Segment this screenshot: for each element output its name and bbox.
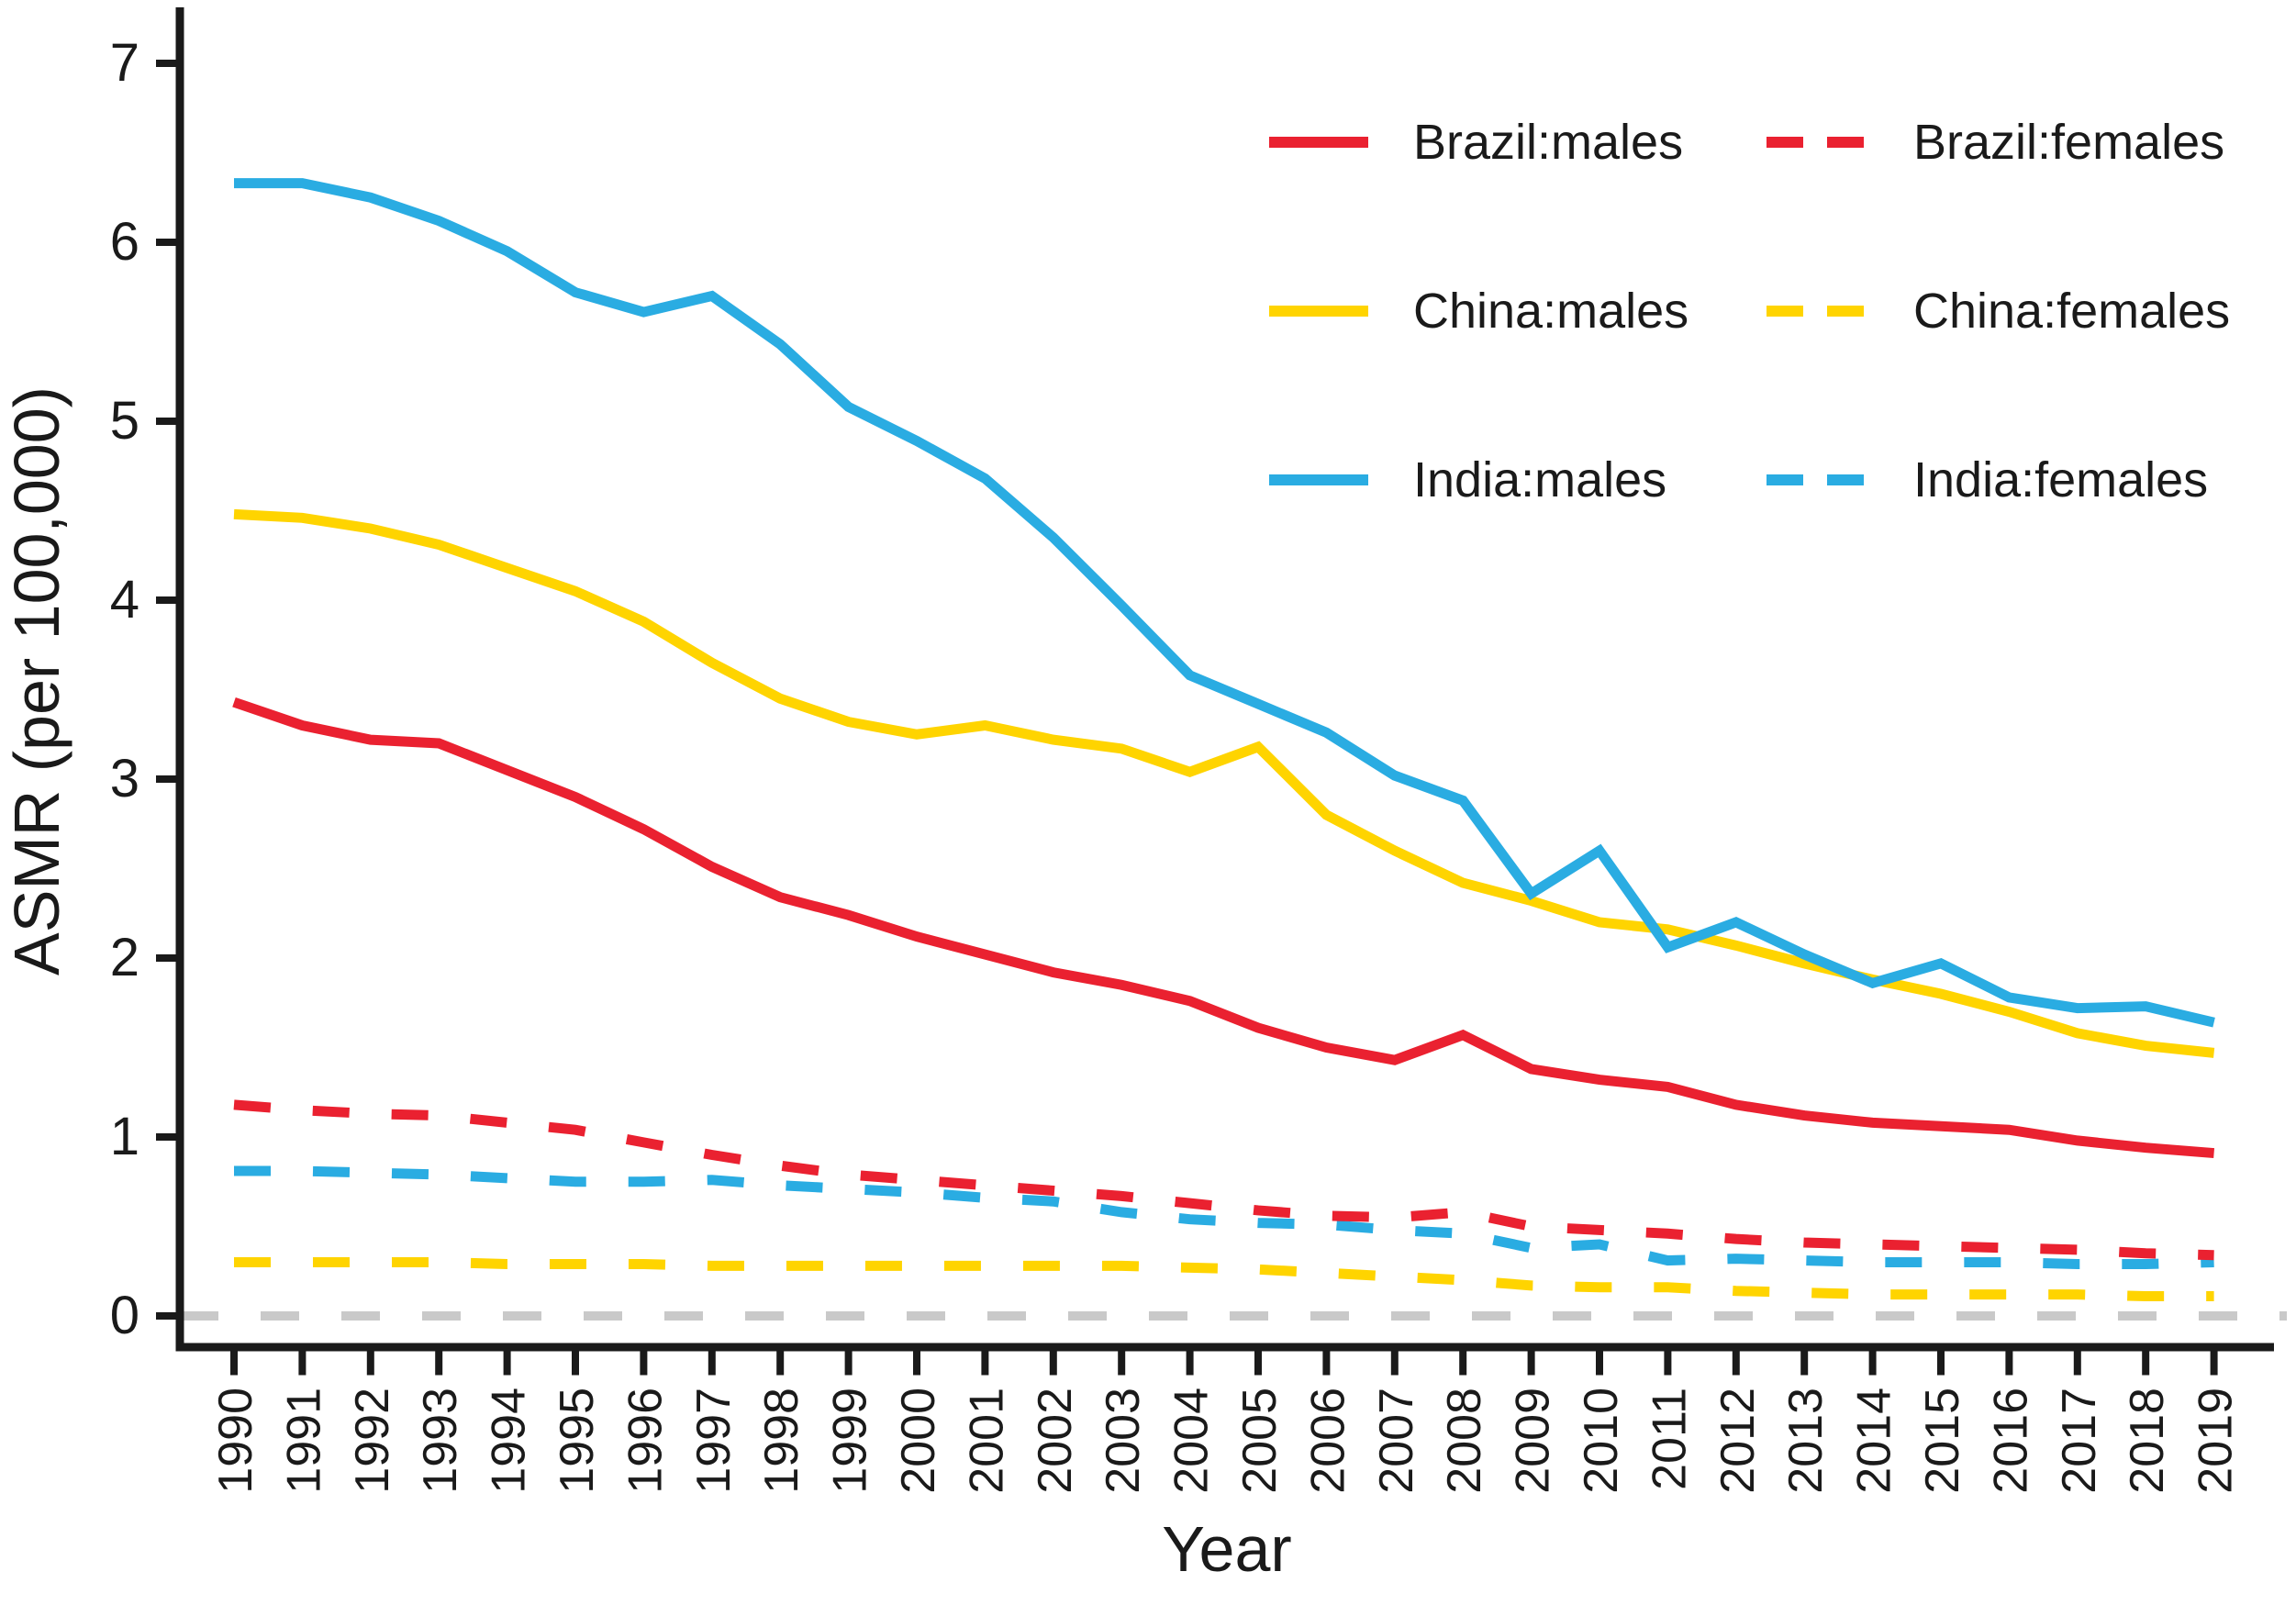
- legend-label-india-males: India:males: [1413, 452, 1666, 507]
- series-line-brazil-males: [232, 697, 2215, 1159]
- x-tick-label-2018: 2018: [2121, 1388, 2174, 1494]
- x-tick-label-2012: 2012: [1711, 1388, 1765, 1494]
- x-tick-label-1999: 1999: [824, 1388, 877, 1494]
- x-tick-label-1998: 1998: [755, 1388, 808, 1494]
- legend-label-china-females: China:females: [1913, 284, 2230, 339]
- y-tick-label-6: 6: [110, 212, 139, 272]
- x-tick-label-1991: 1991: [277, 1388, 330, 1494]
- series-line-brazil-females: [233, 1099, 2214, 1261]
- x-tick-label-2016: 2016: [1984, 1388, 2037, 1494]
- x-tick-label-2013: 2013: [1779, 1388, 1833, 1494]
- y-tick-label-0: 0: [110, 1286, 139, 1345]
- x-tick-label-2004: 2004: [1165, 1388, 1219, 1494]
- legend-label-brazil-males: Brazil:males: [1413, 115, 1683, 170]
- y-tick-label-7: 7: [110, 33, 139, 93]
- x-tick-label-2008: 2008: [1438, 1388, 1491, 1494]
- y-tick-label-3: 3: [110, 749, 139, 808]
- x-tick-label-2006: 2006: [1301, 1388, 1354, 1494]
- x-tick-label-1995: 1995: [551, 1388, 604, 1494]
- x-axis-title: Year: [1162, 1513, 1291, 1585]
- x-tick-label-1997: 1997: [687, 1388, 741, 1494]
- series-line-india-males: [234, 178, 2215, 1028]
- x-tick-label-1993: 1993: [414, 1388, 467, 1494]
- x-tick-label-2019: 2019: [2190, 1388, 2243, 1494]
- x-tick-label-2001: 2001: [960, 1388, 1013, 1494]
- series-line-india-females: [234, 1165, 2214, 1269]
- x-tick-label-2011: 2011: [1643, 1388, 1696, 1490]
- x-tick-label-2005: 2005: [1233, 1388, 1287, 1494]
- legend-label-brazil-females: Brazil:females: [1913, 115, 2224, 170]
- x-tick-label-1996: 1996: [619, 1388, 672, 1494]
- series-line-china-females: [234, 1257, 2214, 1302]
- x-tick-label-2017: 2017: [2053, 1388, 2106, 1494]
- y-tick-label-5: 5: [110, 391, 139, 451]
- legend-label-china-males: China:males: [1413, 284, 1689, 339]
- x-tick-label-1992: 1992: [346, 1388, 399, 1494]
- y-tick-label-4: 4: [110, 570, 139, 630]
- y-tick-label-1: 1: [110, 1107, 139, 1166]
- x-tick-label-1994: 1994: [483, 1388, 536, 1494]
- x-tick-label-2015: 2015: [1916, 1388, 1969, 1494]
- x-tick-label-2000: 2000: [892, 1388, 945, 1494]
- x-tick-label-2003: 2003: [1097, 1388, 1150, 1494]
- x-tick-label-1990: 1990: [209, 1388, 262, 1494]
- x-tick-label-2009: 2009: [1507, 1388, 1560, 1494]
- y-axis-title: ASMR (per 100,000): [1, 386, 72, 975]
- x-tick-label-2007: 2007: [1370, 1388, 1423, 1494]
- legend-label-india-females: India:females: [1913, 452, 2208, 507]
- y-tick-label-2: 2: [110, 928, 139, 987]
- x-tick-label-2002: 2002: [1029, 1388, 1082, 1494]
- x-tick-label-2010: 2010: [1575, 1388, 1628, 1494]
- x-tick-label-2014: 2014: [1848, 1388, 1901, 1494]
